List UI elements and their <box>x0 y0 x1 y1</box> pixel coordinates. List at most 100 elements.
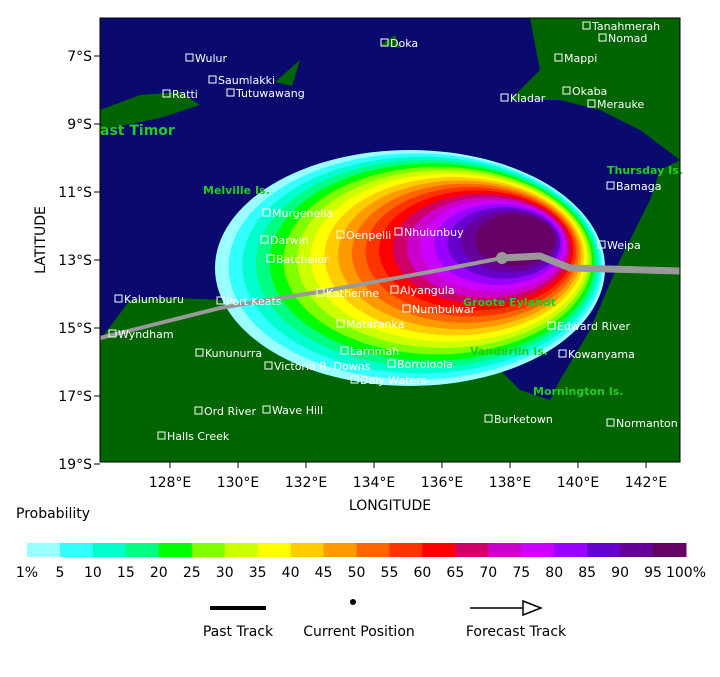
place: Katherine <box>326 287 379 300</box>
place: Normanton <box>616 417 678 430</box>
place: Nhulunbuy <box>404 226 464 239</box>
x-tick-label: 138°E <box>489 475 532 491</box>
colorbar-label: 15 <box>117 565 135 581</box>
place-marker <box>597 240 606 249</box>
key-label: Past Track <box>203 624 274 640</box>
map-frame <box>99 17 681 463</box>
place: Darwin <box>270 234 309 247</box>
x-tick-label: 132°E <box>285 475 328 491</box>
colorbar-label: 95 <box>644 565 662 581</box>
past-track <box>99 256 503 340</box>
current-position-key <box>350 599 356 605</box>
colorbar-cell <box>257 543 292 557</box>
y-tick-label: 19°S <box>58 457 92 473</box>
place: Daly Waters <box>360 374 427 387</box>
colorbar-cell <box>653 543 687 557</box>
colorbar-cell <box>125 543 160 557</box>
place: Numbulwar <box>412 303 476 316</box>
colorbar-label: 70 <box>479 565 497 581</box>
place-marker <box>598 33 607 42</box>
colorbar-label: 100% <box>666 565 706 581</box>
place: Mappi <box>564 52 597 65</box>
place: Murgenella <box>272 207 333 220</box>
colorbar-cell <box>356 543 390 557</box>
place-marker <box>484 414 493 423</box>
place-marker <box>226 88 235 97</box>
place: Mataranka <box>346 318 404 331</box>
place-marker <box>195 348 204 357</box>
place-marker <box>558 349 567 358</box>
colorbar-cell <box>158 543 193 557</box>
colorbar-label: 80 <box>545 565 563 581</box>
colorbar-cell <box>27 543 61 557</box>
place-marker <box>260 235 269 244</box>
place: Kununurra <box>205 347 262 360</box>
place: Tutuwawang <box>235 87 305 100</box>
place-marker <box>380 38 389 47</box>
y-tick-label: 7°S <box>67 49 92 65</box>
colorbar-cell <box>587 543 621 557</box>
forecast-arrow <box>522 599 544 617</box>
place-marker <box>262 405 271 414</box>
place-marker <box>390 285 399 294</box>
place-marker <box>500 93 509 102</box>
y-tick-label: 11°S <box>58 185 92 201</box>
place: Borroloola <box>397 358 453 371</box>
place: Port Keats <box>226 295 282 308</box>
place: Doka <box>390 37 418 50</box>
place: Kowanyama <box>568 348 635 361</box>
place-marker <box>350 375 359 384</box>
place-marker <box>185 53 194 62</box>
place-marker <box>336 230 345 239</box>
place-marker <box>562 86 571 95</box>
x-tick-label: 142°E <box>625 475 668 491</box>
place: Burketown <box>494 413 553 426</box>
x-tick-label: 130°E <box>217 475 260 491</box>
place-marker <box>108 329 117 338</box>
place: Larrimah <box>350 345 399 358</box>
place: Kalumburu <box>124 293 184 306</box>
colorbar-label: 30 <box>216 565 234 581</box>
probability-field <box>215 150 605 386</box>
colorbar-cell <box>224 543 259 557</box>
y-axis-label: LATITUDE <box>33 206 49 274</box>
place-marker <box>264 361 273 370</box>
colorbar-cell <box>323 543 357 557</box>
place: Victoria R. Downs <box>274 360 371 373</box>
colorbar-label: 35 <box>249 565 267 581</box>
place: Ord River <box>204 405 256 418</box>
current-position <box>496 252 508 264</box>
colorbar-label: 50 <box>348 565 366 581</box>
forecast-track <box>501 252 681 275</box>
colorbar-cell <box>290 543 325 557</box>
place-marker <box>606 418 615 427</box>
place-marker <box>208 75 217 84</box>
y-tick-label: 13°S <box>58 253 92 269</box>
place: Halls Creek <box>167 430 230 443</box>
place: Kladar <box>510 92 546 105</box>
key-label: Forecast Track <box>466 624 567 640</box>
place-marker <box>194 406 203 415</box>
region: Thursday Is. <box>607 164 683 177</box>
colorbar-cell <box>191 543 226 557</box>
place-marker <box>216 296 225 305</box>
place: Bamaga <box>616 180 661 193</box>
place-marker <box>262 208 271 217</box>
colorbar-cell <box>488 543 522 557</box>
place-marker <box>162 89 171 98</box>
place-marker <box>606 181 615 190</box>
region: Vanderlin Is. <box>470 345 548 358</box>
colorbar-cell <box>422 543 456 557</box>
place-marker <box>582 21 591 30</box>
colorbar-label: 75 <box>512 565 530 581</box>
x-axis-label: LONGITUDE <box>349 498 431 514</box>
colorbar-label: 60 <box>413 565 431 581</box>
place-marker <box>316 288 325 297</box>
legend-title: Probability <box>16 506 90 522</box>
place: Saumlakki <box>218 74 275 87</box>
place: Ratti <box>172 88 198 101</box>
colorbar-cell <box>59 543 94 557</box>
place-marker <box>157 431 166 440</box>
colorbar-label: 10 <box>84 565 102 581</box>
